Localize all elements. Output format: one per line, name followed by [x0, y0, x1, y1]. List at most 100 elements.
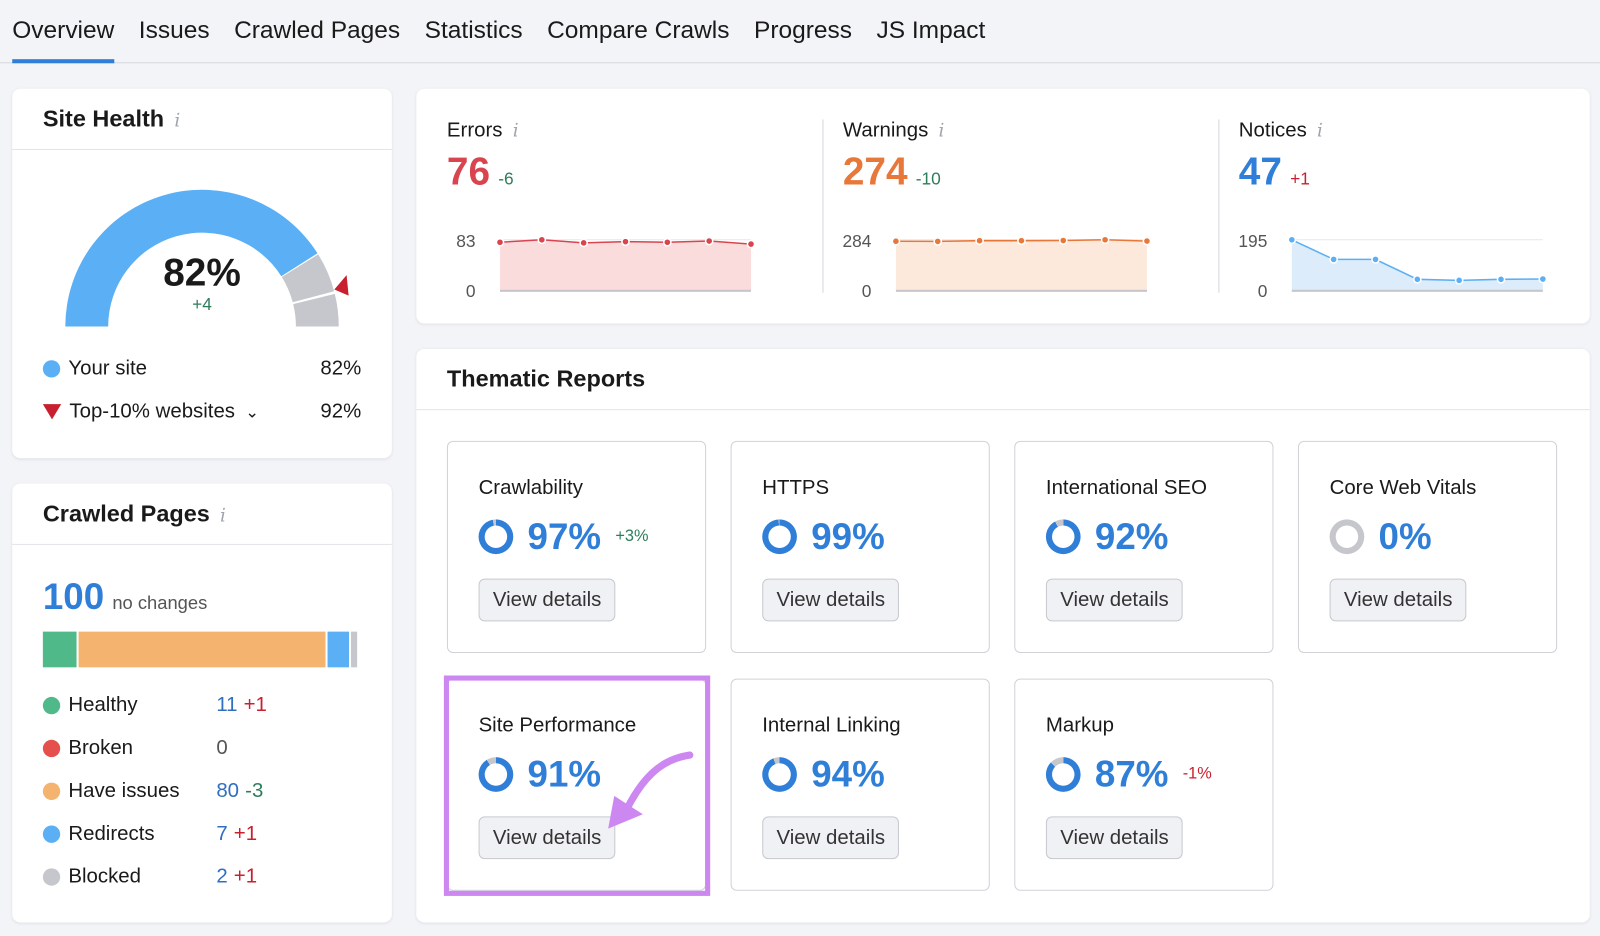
legend-label: Top-10% websites — [69, 399, 236, 423]
sparkline-point[interactable] — [975, 236, 984, 246]
your-site-dot-icon — [42, 360, 61, 378]
sparkline-point[interactable] — [663, 237, 672, 247]
row-label: Redirects — [68, 822, 155, 845]
crawled-row-have-issues[interactable]: Have issues 80 -3 — [42, 779, 308, 803]
sparkline-point[interactable] — [537, 235, 547, 245]
progress-ring-icon — [762, 757, 797, 792]
tab-overview[interactable]: Overview — [12, 0, 115, 64]
y-min-label: 0 — [862, 281, 872, 301]
metric-errors[interactable]: Errors i 76 -6 83 0 — [447, 119, 794, 303]
view-details-button[interactable]: View details — [478, 578, 616, 622]
view-details-button[interactable]: View details — [1045, 578, 1184, 622]
sparkline-point[interactable] — [933, 237, 943, 246]
tab-crawled-pages[interactable]: Crawled Pages — [234, 16, 401, 44]
y-max-label: 83 — [456, 232, 475, 251]
tab-issues[interactable]: Issues — [138, 16, 210, 44]
issues-summary-card: Errors i 76 -6 83 0 Warnings i 274 -10 284 0 Notic… — [416, 88, 1590, 324]
progress-ring-icon — [478, 519, 514, 555]
tab-statistics[interactable]: Statistics — [424, 16, 523, 44]
bar-segment-healthy[interactable] — [42, 631, 77, 668]
bar-segment-blocked[interactable] — [350, 631, 358, 668]
crawled-row-blocked[interactable]: Blocked 2 +1 — [42, 865, 308, 888]
row-delta: +1 — [233, 865, 258, 888]
sparkline-point[interactable] — [621, 237, 630, 246]
sparkline-point[interactable] — [1454, 276, 1464, 285]
progress-ring-icon — [762, 519, 797, 555]
crawled-total: 100 — [42, 575, 105, 618]
progress-ring-icon — [478, 757, 514, 792]
sparkline-point[interactable] — [1371, 255, 1380, 264]
sparkline-point[interactable] — [704, 236, 714, 246]
sparkline-point[interactable] — [1017, 236, 1026, 246]
sparkline-point[interactable] — [1058, 236, 1068, 245]
metric-notices[interactable]: Notices i 47 +1 195 0 — [1239, 119, 1586, 303]
tab-bar: Overview Issues Crawled Pages Statistics Com… — [0, 0, 1600, 64]
sparkline-point[interactable] — [1538, 274, 1548, 284]
row-value: 2 — [216, 865, 228, 888]
view-details-button[interactable]: View details — [478, 816, 616, 860]
report-value: 99% — [811, 515, 885, 558]
tab-js-impact[interactable]: JS Impact — [876, 16, 986, 44]
report-delta: -1% — [1182, 765, 1212, 783]
metric-delta: -10 — [915, 169, 941, 189]
view-details-button[interactable]: View details — [1045, 816, 1184, 860]
report-value: 91% — [527, 753, 602, 795]
report-site-performance: Site Performance 91% View details — [446, 678, 707, 891]
report-internal-linking: Internal Linking 94% View details — [730, 678, 990, 891]
crawled-row-broken[interactable]: Broken 0 — [42, 737, 308, 760]
info-icon[interactable]: i — [512, 120, 519, 142]
status-dot-icon — [42, 739, 61, 758]
info-icon[interactable]: i — [220, 505, 226, 527]
report-crawlability: Crawlability 97% +3% View details — [446, 440, 707, 654]
sparkline-point[interactable] — [1329, 255, 1338, 264]
report-name: Site Performance — [478, 714, 637, 737]
metric-warnings[interactable]: Warnings i 274 -10 284 0 — [843, 119, 1190, 303]
sparkline-point[interactable] — [579, 238, 589, 248]
info-icon[interactable]: i — [938, 120, 945, 142]
report-value: 87% — [1094, 753, 1169, 795]
info-icon[interactable]: i — [174, 110, 181, 132]
crawled-row-redirects[interactable]: Redirects 7 +1 — [42, 822, 308, 845]
report-name: Crawlability — [478, 476, 583, 499]
legend-label: Your site — [68, 357, 148, 380]
sparkline-chart: 83 0 — [456, 232, 756, 301]
highlight-box — [443, 675, 711, 896]
view-details-button[interactable]: View details — [762, 578, 900, 622]
info-icon[interactable]: i — [1317, 120, 1323, 142]
sparkline-point[interactable] — [891, 236, 901, 246]
site-health-gauge — [65, 189, 349, 327]
sparkline-point[interactable] — [746, 239, 756, 249]
sparkline-point[interactable] — [495, 237, 505, 247]
site-health-card: Site Health i 82% +4 Your site 82% Top-10%… — [12, 88, 392, 459]
sparkline-point[interactable] — [1142, 236, 1152, 246]
status-dot-icon — [42, 868, 61, 886]
sparkline-point[interactable] — [1287, 235, 1297, 245]
y-min-label: 0 — [1258, 281, 1268, 301]
sparkline-point[interactable] — [1412, 274, 1422, 284]
metric-value: 274 — [842, 151, 908, 194]
crawled-total-note: no changes — [112, 592, 208, 614]
row-delta: -3 — [245, 779, 264, 803]
report-delta: +3% — [615, 527, 649, 545]
tab-compare-crawls[interactable]: Compare Crawls — [547, 16, 730, 44]
bar-segment-have-issues[interactable] — [78, 631, 326, 668]
legend-top10[interactable]: Top-10% websites ⌄ 92% — [42, 399, 361, 423]
bar-segment-redirects[interactable] — [327, 631, 349, 668]
sparkline-point[interactable] — [1100, 235, 1110, 245]
report-value: 92% — [1094, 515, 1169, 558]
y-max-label: 195 — [1239, 232, 1268, 251]
view-details-button[interactable]: View details — [762, 816, 900, 860]
divider — [822, 119, 824, 293]
crawled-row-healthy[interactable]: Healthy 11 +1 — [42, 694, 308, 717]
sparkline-point[interactable] — [1496, 274, 1506, 284]
gauge-gap-arc — [281, 254, 335, 303]
status-dot-icon — [42, 825, 61, 843]
sparkline-area — [895, 239, 1147, 291]
view-details-button[interactable]: View details — [1329, 578, 1467, 622]
crawled-pages-bar — [42, 631, 359, 668]
chevron-down-icon[interactable]: ⌄ — [245, 403, 259, 421]
tab-progress[interactable]: Progress — [753, 16, 852, 44]
metric-label: Notices — [1238, 119, 1307, 142]
progress-ring-icon — [1045, 757, 1081, 792]
